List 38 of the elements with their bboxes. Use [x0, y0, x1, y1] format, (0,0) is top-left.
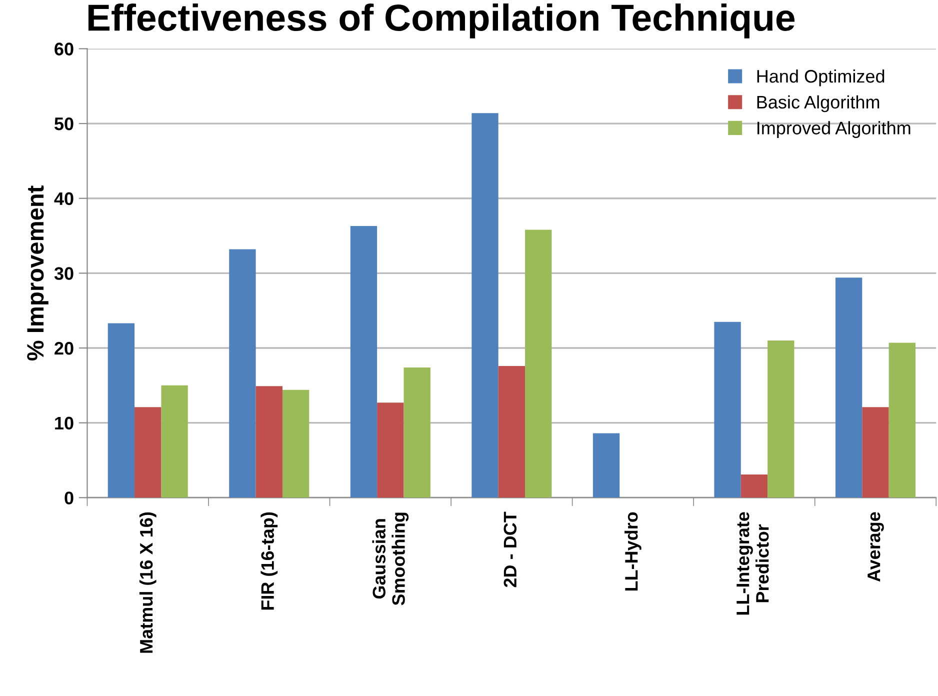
y-tick-label: 20 — [54, 342, 74, 355]
y-axis-title: % Improvement — [27, 186, 48, 360]
legend-label: Improved Algorithm — [758, 121, 910, 138]
bar — [740, 474, 768, 498]
x-tick-label: LL-Hydro — [624, 512, 642, 591]
bar — [525, 230, 552, 498]
bar — [256, 386, 282, 498]
x-tick-label: LL-Integrate Predictor — [736, 512, 769, 615]
bar — [161, 385, 188, 498]
chart-title: Effectiveness of Compilation Technique — [88, 3, 795, 38]
bar — [592, 433, 620, 498]
bar — [404, 367, 430, 498]
bar — [134, 407, 162, 498]
bar — [108, 323, 135, 498]
y-tick-label: 40 — [54, 192, 74, 206]
y-tick-label: 30 — [54, 267, 74, 280]
bar — [835, 278, 862, 498]
bar — [498, 366, 526, 498]
bar — [229, 249, 256, 498]
y-tick-label: 10 — [55, 416, 74, 430]
bar — [862, 407, 889, 498]
x-tick-label: Average — [868, 512, 884, 582]
legend-label: Hand Optimized — [757, 69, 884, 86]
bar — [472, 113, 498, 498]
x-tick-label: FIR (16-tap) — [260, 512, 278, 610]
y-tick-label: 50 — [54, 117, 74, 130]
bar — [377, 402, 404, 498]
x-tick-label: Gaussian Smoothing — [372, 512, 409, 606]
bar — [888, 342, 916, 498]
bar — [350, 226, 378, 498]
bar — [714, 322, 741, 498]
y-tick-label: 60 — [54, 42, 74, 56]
bar — [282, 390, 310, 498]
y-tick-label: 0 — [64, 492, 74, 504]
x-tick-label: 2D - DCT — [504, 512, 517, 588]
x-tick-label: Matmul (16 X 16) — [139, 512, 156, 653]
legend-label: Basic Algorithm — [757, 95, 880, 112]
bar — [768, 340, 794, 498]
